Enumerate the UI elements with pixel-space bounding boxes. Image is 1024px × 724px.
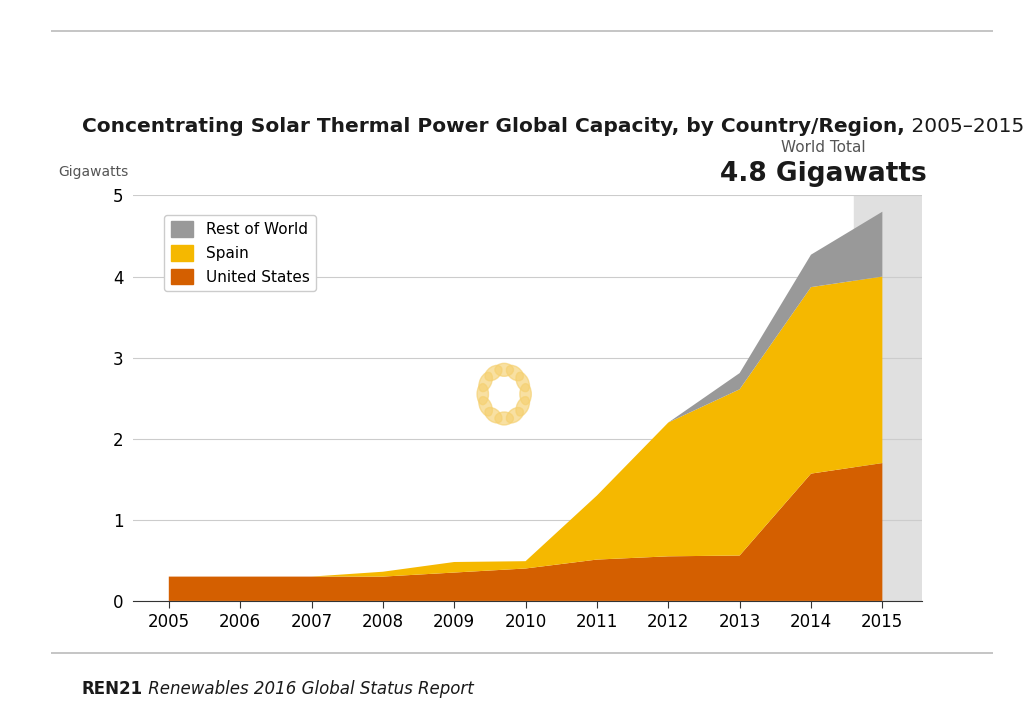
Text: REN21: REN21 xyxy=(82,681,143,698)
Ellipse shape xyxy=(495,363,513,376)
Ellipse shape xyxy=(479,397,493,416)
Ellipse shape xyxy=(495,412,513,425)
Ellipse shape xyxy=(506,366,523,381)
Text: Concentrating Solar Thermal Power Global Capacity, by Country/Region,: Concentrating Solar Thermal Power Global… xyxy=(82,117,904,136)
Ellipse shape xyxy=(516,397,529,416)
Text: 4.8 Gigawatts: 4.8 Gigawatts xyxy=(720,161,927,188)
Ellipse shape xyxy=(477,384,488,405)
Text: 2005–2015: 2005–2015 xyxy=(904,117,1024,136)
Text: World Total: World Total xyxy=(780,140,865,155)
Ellipse shape xyxy=(485,366,502,381)
Legend: Rest of World, Spain, United States: Rest of World, Spain, United States xyxy=(165,215,315,291)
Text: Renewables 2016 Global Status Report: Renewables 2016 Global Status Report xyxy=(143,681,474,698)
Ellipse shape xyxy=(479,372,493,392)
Ellipse shape xyxy=(506,408,523,423)
Text: Gigawatts: Gigawatts xyxy=(58,165,128,180)
Ellipse shape xyxy=(520,384,531,405)
Ellipse shape xyxy=(485,408,502,423)
Ellipse shape xyxy=(516,372,529,392)
Bar xyxy=(854,195,922,601)
